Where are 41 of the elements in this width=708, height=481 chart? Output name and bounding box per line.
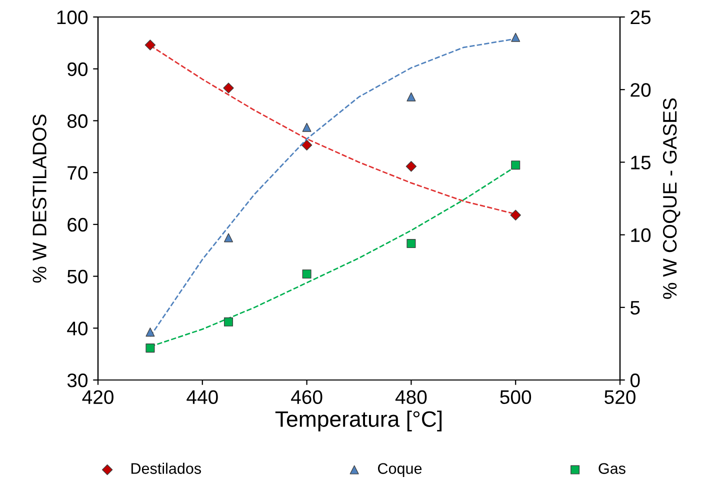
y-tick-label: 70: [68, 166, 88, 180]
y-tick-label: 60: [68, 218, 88, 232]
y-axis-title: % W DESTILADOS: [32, 114, 46, 283]
y2-tick-label: 25: [630, 10, 651, 24]
y2-tick-label: 15: [631, 156, 651, 170]
y2-axis-title: % W COQUE - GASES: [662, 98, 680, 299]
y-tick-label: 50: [67, 270, 88, 284]
x-tick-label: 420: [82, 390, 114, 404]
y2-tick-label: 0: [630, 373, 640, 388]
y2-tick-label: 10: [631, 228, 651, 242]
legend-label: Coque: [378, 463, 422, 477]
point: [406, 92, 416, 102]
x-tick-label: 500: [500, 390, 532, 404]
point: [144, 40, 156, 50]
y2-tick-label: 5: [630, 301, 640, 315]
point: [511, 32, 520, 42]
x-tick-label: 440: [186, 390, 218, 404]
y-tick-label: 80: [67, 114, 88, 128]
y-tick-label: 100: [57, 10, 88, 24]
x-axis-title: Temperatura [°C]: [275, 410, 442, 432]
point: [302, 269, 312, 279]
point: [301, 140, 312, 150]
point: [146, 328, 155, 337]
point: [146, 344, 155, 353]
point: [224, 233, 234, 242]
y-tick-label: 30: [67, 373, 88, 388]
legend-label: Destilados: [131, 462, 201, 474]
point: [302, 122, 312, 132]
y-tick-label: 40: [67, 322, 88, 336]
x-tick-label: 480: [395, 390, 427, 404]
point: [511, 160, 520, 170]
point: [406, 238, 416, 248]
point: [510, 210, 521, 220]
x-tick-label: 520: [604, 390, 636, 404]
point: [406, 160, 417, 172]
legend-label: Gas: [598, 463, 626, 474]
x-tick-label: 460: [291, 390, 322, 404]
y-tick-label: 90: [68, 62, 88, 76]
point: [223, 82, 234, 94]
point: [224, 317, 234, 326]
y2-tick-label: 20: [630, 83, 651, 97]
